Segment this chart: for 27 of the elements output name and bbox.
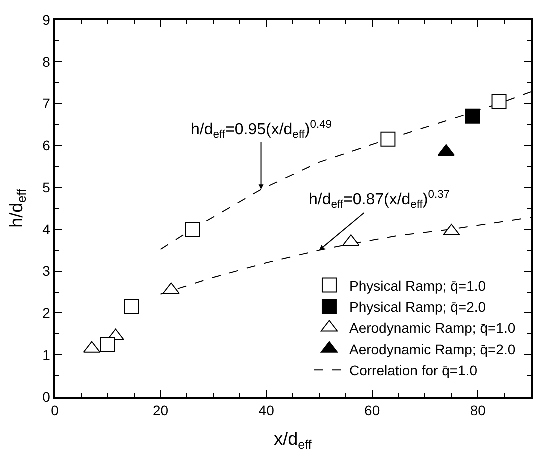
x-tick-label: 60 (364, 402, 380, 419)
y-tick-label: 7 (42, 96, 51, 112)
annotation: h/d$_{eff}$=0.87(x/d$_{eff}$)$^{0.37}$ (309, 189, 450, 212)
legend-label: Correlation for q̄=1.0 (349, 362, 478, 379)
point (465, 108, 480, 124)
y-tick-label: 8 (42, 54, 51, 70)
y-tick-label: 6 (42, 138, 51, 154)
legend-label: Aerodynamic Ramp; q̄=1.0 (349, 320, 516, 336)
y-tick-label: 5 (42, 179, 51, 196)
legend-label: Aerodynamic Ramp; q̄=2.0 (349, 341, 516, 358)
x-tick-label: 80 (470, 402, 486, 419)
y-tick-label: 9 (42, 12, 51, 28)
y-tick-label: 1 (42, 347, 51, 364)
point (380, 132, 396, 147)
x-tick-label: 20 (152, 402, 169, 419)
point (124, 299, 140, 314)
x-tick-label: 40 (258, 402, 275, 419)
y-tick-label: 4 (42, 221, 51, 238)
point (185, 222, 200, 237)
legend-label: Physical Ramp; q̄=1.0 (349, 278, 486, 294)
y-tick-label: 3 (42, 263, 51, 280)
y-tick-label: 2 (42, 305, 51, 322)
x-axis-title: x/d$_{eff}$ (274, 429, 312, 452)
annotation: h/d$_{eff}$=0.95(x/d$_{eff}$)$^{0.49}$ (191, 119, 332, 142)
legend-label: Physical Ramp; q̄=2.0 (349, 298, 486, 315)
y-tick-label: 0 (42, 388, 51, 405)
point (492, 94, 507, 110)
